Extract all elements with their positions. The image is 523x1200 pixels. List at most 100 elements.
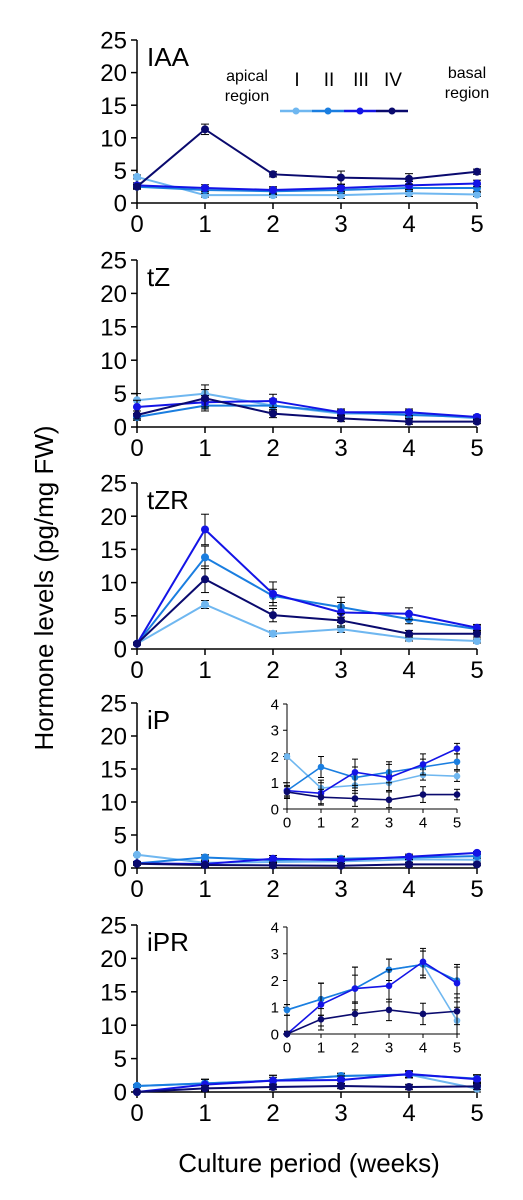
y-tick-label: 20 xyxy=(100,946,127,973)
data-point xyxy=(269,629,277,638)
data-point xyxy=(337,414,345,423)
inset-series-line-III xyxy=(286,960,458,1035)
x-tick-label: 3 xyxy=(334,1100,347,1127)
data-point xyxy=(269,589,277,598)
legend-marker-3 xyxy=(356,107,364,115)
inset-data-point xyxy=(351,985,359,992)
inset-data-point xyxy=(453,791,461,798)
data-point xyxy=(133,859,141,868)
inset-data-point xyxy=(317,1015,325,1023)
data-point xyxy=(473,190,481,199)
data-point xyxy=(201,394,209,403)
x-tick-label: 0 xyxy=(130,211,143,238)
inset-y-tick-label: 3 xyxy=(271,946,279,963)
data-point xyxy=(405,417,413,426)
x-tick-label: 2 xyxy=(266,1100,279,1127)
series-line-IV xyxy=(136,578,477,645)
data-point xyxy=(269,185,277,194)
inset-data-point xyxy=(419,791,427,798)
data-point xyxy=(269,861,277,870)
inset-iPR: 0 1 2 3 4 0 1 2 3 4 5 xyxy=(271,919,462,1056)
inset-x-tick-label: 2 xyxy=(351,1039,359,1056)
data-point xyxy=(405,408,413,417)
data-point xyxy=(337,184,345,193)
legend-label-III: III xyxy=(353,70,369,91)
inset-y-tick-label: 4 xyxy=(271,696,279,713)
data-point xyxy=(473,623,481,632)
data-point xyxy=(405,1069,413,1078)
series-line-I xyxy=(136,853,478,864)
data-point xyxy=(133,182,141,191)
data-point xyxy=(405,174,413,183)
inset-x-tick-label: 5 xyxy=(453,1039,461,1056)
data-point xyxy=(405,1082,413,1091)
data-point xyxy=(269,396,277,405)
inset-x-tick-label: 0 xyxy=(283,1039,291,1056)
inset-y-tick-label: 1 xyxy=(271,1000,279,1017)
inset-y-tick-label: 2 xyxy=(271,749,279,766)
y-tick-label: 10 xyxy=(100,570,127,597)
panel-label: iPR xyxy=(147,927,189,957)
inset-data-point xyxy=(351,768,359,776)
inset-data-point xyxy=(317,1001,325,1008)
y-tick-label: 0 xyxy=(114,191,127,218)
y-tick-label: 10 xyxy=(100,348,127,375)
inset-y-tick-label: 0 xyxy=(271,1026,279,1043)
panel-label: IAA xyxy=(147,42,190,72)
y-tick-label: 20 xyxy=(100,504,127,531)
inset-data-point xyxy=(317,763,325,771)
x-tick-label: 5 xyxy=(470,211,483,238)
inset-data-point xyxy=(453,979,461,987)
inset-data-point xyxy=(419,1010,427,1018)
data-point xyxy=(337,856,345,865)
y-tick-label: 20 xyxy=(100,281,127,308)
x-tick-label: 0 xyxy=(130,657,143,684)
data-point xyxy=(337,861,345,870)
inset-series-line-II xyxy=(286,963,458,1011)
inset-data-point xyxy=(283,1030,291,1038)
series-line-III xyxy=(136,527,478,645)
inset-data-point xyxy=(385,982,393,990)
y-tick-label: 10 xyxy=(100,790,127,817)
x-tick-label: 1 xyxy=(198,876,211,903)
data-point xyxy=(473,1075,481,1084)
x-tick-label: 2 xyxy=(266,876,279,903)
data-point xyxy=(269,409,277,418)
panel-label: iP xyxy=(147,705,170,735)
inset-y-tick-label: 2 xyxy=(271,973,279,990)
series-3 xyxy=(133,179,481,194)
y-tick-label: 5 xyxy=(114,603,127,630)
x-tick-label: 1 xyxy=(198,657,211,684)
data-point xyxy=(405,181,413,190)
data-point xyxy=(133,1088,141,1096)
data-point xyxy=(133,1081,141,1090)
inset-data-point xyxy=(453,772,461,780)
series-1 xyxy=(133,600,481,648)
inset-iP: 0 1 2 3 4 0 1 2 3 4 5 xyxy=(271,696,462,831)
inset-series-line-IV xyxy=(286,1009,458,1035)
y-tick-label: 15 xyxy=(100,757,127,784)
y-tick-label: 10 xyxy=(100,125,127,152)
inset-y-tick-label: 0 xyxy=(271,801,279,818)
x-tick-label: 4 xyxy=(402,435,415,462)
inset-data-point xyxy=(453,1007,461,1015)
inset-data-point xyxy=(385,1006,393,1014)
y-tick-label: 5 xyxy=(114,381,127,408)
inset-series-4 xyxy=(283,997,461,1038)
y-tick-label: 25 xyxy=(100,471,127,498)
series-line-II xyxy=(136,556,478,645)
inset-x-tick-label: 3 xyxy=(385,1039,393,1056)
y-tick-label: 25 xyxy=(100,691,127,718)
inset-data-point xyxy=(419,761,427,768)
x-tick-label: 4 xyxy=(402,657,415,684)
y-tick-label: 0 xyxy=(114,1080,127,1107)
inset-series-line-III xyxy=(286,747,458,795)
data-point xyxy=(405,852,413,861)
legend-apical-label-1: apical xyxy=(226,68,268,85)
y-tick-label: 25 xyxy=(100,28,127,55)
series-4 xyxy=(133,565,481,648)
data-point xyxy=(201,575,209,584)
panel-label: tZ xyxy=(147,262,170,292)
